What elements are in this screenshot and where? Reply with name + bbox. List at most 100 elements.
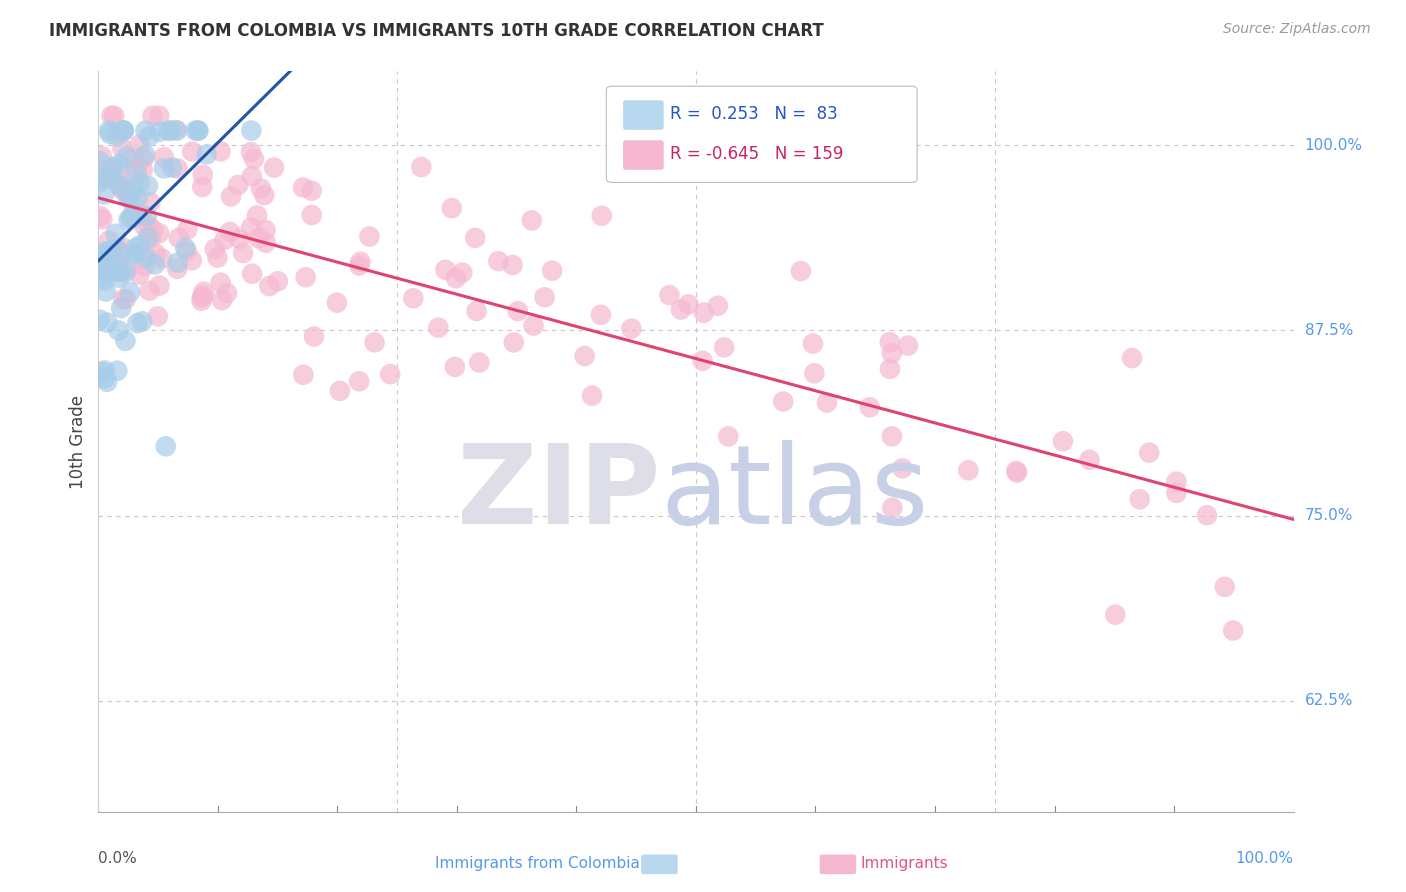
Point xyxy=(246,208,269,222)
Point xyxy=(464,231,486,245)
Point xyxy=(114,265,136,279)
Point xyxy=(181,145,204,159)
Point xyxy=(118,176,141,190)
Text: 75.0%: 75.0% xyxy=(1305,508,1353,523)
Point xyxy=(90,251,112,265)
Text: Immigrants: Immigrants xyxy=(860,856,948,871)
Point xyxy=(292,180,315,194)
Point xyxy=(98,244,121,258)
Point xyxy=(136,230,159,244)
Point xyxy=(128,177,150,191)
Point xyxy=(112,123,135,137)
Point xyxy=(108,157,131,171)
Point xyxy=(259,279,281,293)
Point xyxy=(1121,351,1143,365)
Point xyxy=(121,211,143,226)
Point xyxy=(115,262,138,277)
Text: ZIP: ZIP xyxy=(457,440,661,547)
Point xyxy=(108,178,131,192)
Point xyxy=(180,253,202,268)
Point xyxy=(153,161,176,176)
Point xyxy=(239,145,262,160)
Point xyxy=(166,123,188,137)
Point xyxy=(97,234,120,248)
Point xyxy=(166,261,188,276)
Point xyxy=(1137,445,1160,459)
Point xyxy=(134,123,156,137)
Point xyxy=(89,269,111,284)
Point xyxy=(207,251,229,265)
Point xyxy=(879,362,901,376)
Point xyxy=(658,288,681,302)
Point xyxy=(1213,580,1236,594)
Point xyxy=(347,259,370,273)
Point xyxy=(148,226,170,240)
Point xyxy=(122,184,145,198)
Point xyxy=(150,252,173,266)
Point xyxy=(142,109,165,123)
Point xyxy=(191,288,214,302)
Point xyxy=(347,374,370,388)
Point xyxy=(128,238,150,252)
Point xyxy=(122,205,145,219)
Point xyxy=(135,210,157,224)
Point xyxy=(1104,607,1126,622)
Text: R = -0.645   N = 159: R = -0.645 N = 159 xyxy=(669,145,844,163)
FancyBboxPatch shape xyxy=(623,100,664,130)
Point xyxy=(226,178,249,192)
Point xyxy=(94,265,117,279)
Point xyxy=(96,266,118,280)
Point xyxy=(581,389,603,403)
Point xyxy=(89,176,111,190)
Point xyxy=(411,160,433,174)
Point xyxy=(143,257,166,271)
Point xyxy=(292,368,315,382)
Point xyxy=(326,295,349,310)
Point xyxy=(120,192,142,206)
Text: Source: ZipAtlas.com: Source: ZipAtlas.com xyxy=(1223,22,1371,37)
Point xyxy=(138,219,160,234)
Point xyxy=(108,245,131,260)
Point xyxy=(103,109,125,123)
Point xyxy=(190,293,212,308)
Point xyxy=(1005,466,1028,480)
Point xyxy=(114,292,136,306)
Point xyxy=(1166,485,1188,500)
Point xyxy=(110,264,132,278)
Point xyxy=(108,270,131,285)
Point xyxy=(589,308,612,322)
Point xyxy=(209,276,232,290)
Point xyxy=(250,181,273,195)
Point xyxy=(98,123,121,137)
Point xyxy=(100,171,122,186)
Point xyxy=(620,321,643,335)
Point xyxy=(89,312,111,326)
Point xyxy=(240,169,263,184)
Point xyxy=(253,188,276,202)
Point xyxy=(93,371,115,385)
Point xyxy=(114,334,136,348)
Point xyxy=(1129,492,1152,507)
Point xyxy=(131,314,153,328)
Point xyxy=(574,349,596,363)
Point xyxy=(135,251,157,265)
Point xyxy=(240,123,263,137)
Point xyxy=(187,123,209,137)
Point xyxy=(444,271,467,285)
Text: IMMIGRANTS FROM COLOMBIA VS IMMIGRANTS 10TH GRADE CORRELATION CHART: IMMIGRANTS FROM COLOMBIA VS IMMIGRANTS 1… xyxy=(49,22,824,40)
Point xyxy=(669,302,692,317)
Point xyxy=(112,292,135,306)
Point xyxy=(120,285,142,300)
Point xyxy=(134,259,156,273)
Point xyxy=(98,257,121,271)
Point xyxy=(859,401,882,415)
Point xyxy=(155,439,177,453)
Point xyxy=(678,297,700,311)
Point xyxy=(117,213,139,227)
Point xyxy=(502,335,524,350)
Point xyxy=(434,262,457,277)
Point xyxy=(541,263,564,277)
Point xyxy=(108,253,131,268)
Point xyxy=(891,461,914,475)
Text: atlas: atlas xyxy=(661,440,928,547)
